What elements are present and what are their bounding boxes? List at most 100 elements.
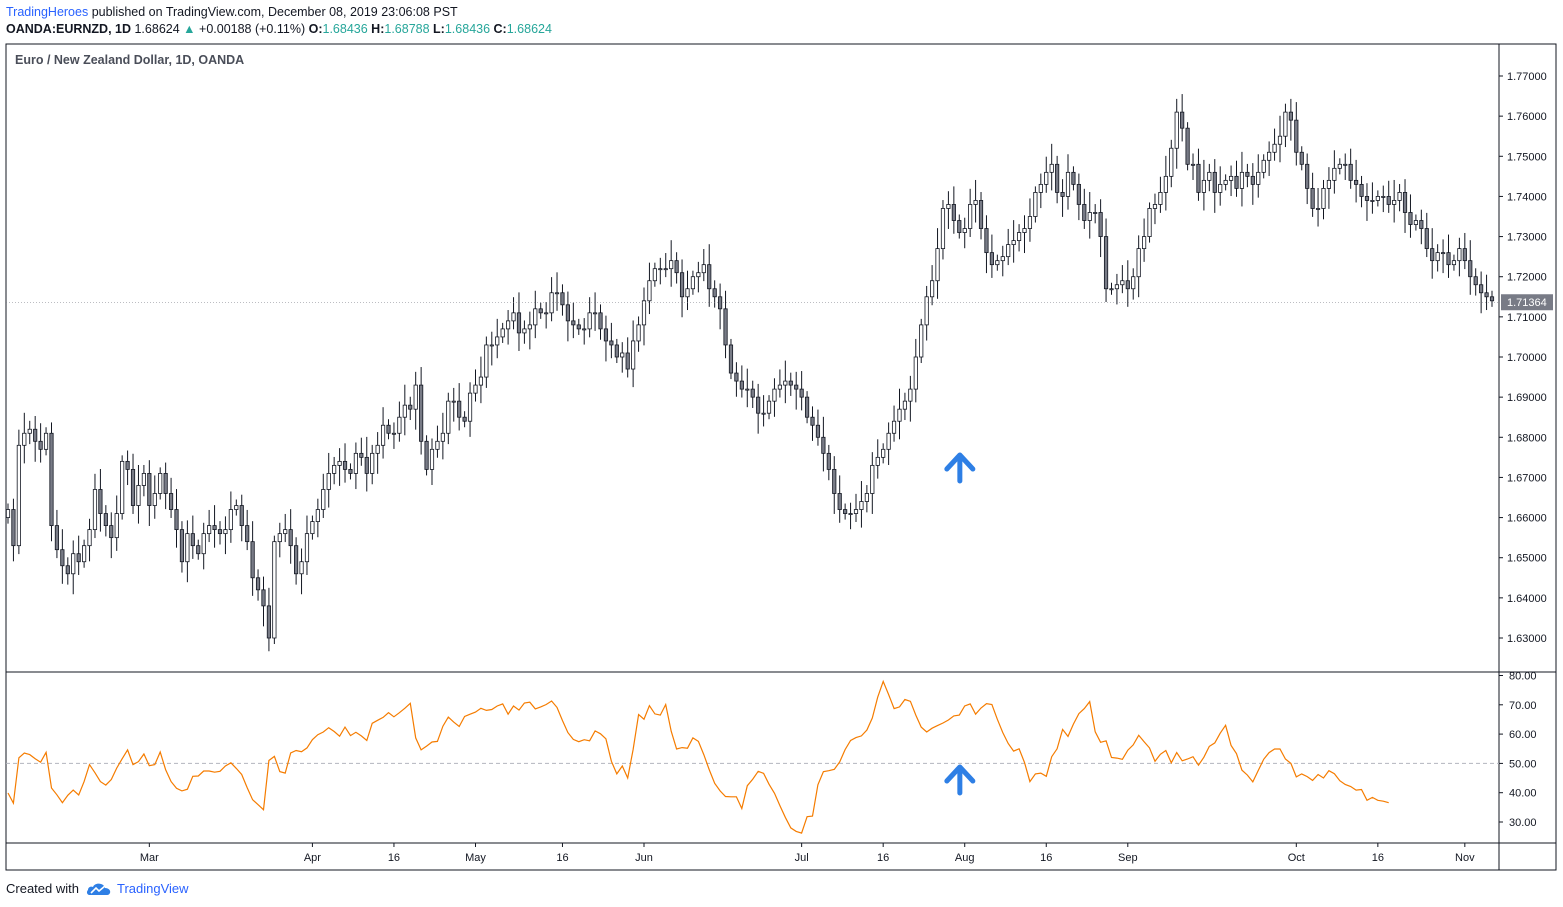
candle-body bbox=[1479, 284, 1484, 294]
candle bbox=[1408, 194, 1413, 238]
last-price: 1.68624 bbox=[134, 22, 180, 36]
candle bbox=[1038, 173, 1043, 209]
oscillator-axis[interactable]: 80.00 70.00 60.00 50.00 40.00 30.00 bbox=[1499, 671, 1537, 830]
candle-body bbox=[843, 509, 848, 514]
candle-body bbox=[881, 448, 886, 458]
candle-body bbox=[685, 288, 690, 298]
candle bbox=[647, 262, 652, 315]
candle bbox=[473, 369, 478, 402]
chart-title: Euro / New Zealand Dollar, 1D, OANDA bbox=[15, 53, 244, 67]
candle bbox=[1294, 102, 1299, 166]
candle-body bbox=[1169, 147, 1174, 177]
candle bbox=[973, 179, 978, 223]
candle bbox=[772, 378, 777, 417]
candle bbox=[364, 436, 369, 492]
candle-body bbox=[163, 473, 168, 494]
time-tick-label: May bbox=[465, 852, 486, 864]
candle bbox=[1109, 282, 1114, 295]
candle-body bbox=[538, 308, 543, 314]
candle-body bbox=[446, 400, 451, 434]
candle bbox=[989, 234, 994, 278]
candle-body bbox=[288, 529, 293, 547]
price-tick-label: 1.66000 bbox=[1507, 513, 1547, 525]
candle bbox=[484, 336, 489, 388]
candle-body bbox=[1218, 183, 1223, 193]
up-arrow-icon bbox=[944, 764, 976, 796]
candle bbox=[435, 425, 440, 458]
candle bbox=[799, 371, 804, 411]
candle-body bbox=[968, 204, 973, 229]
candle bbox=[777, 369, 782, 398]
candle bbox=[1305, 153, 1310, 205]
candle bbox=[103, 505, 108, 537]
candle bbox=[935, 228, 940, 299]
price-tick-label: 1.73000 bbox=[1507, 232, 1547, 244]
time-tick-label: Aug bbox=[955, 852, 975, 864]
open-value: 1.68436 bbox=[322, 22, 368, 36]
candle bbox=[201, 522, 206, 570]
candle bbox=[1016, 224, 1022, 252]
candle-body bbox=[631, 340, 636, 370]
candle-body bbox=[1446, 252, 1451, 266]
candle bbox=[881, 443, 886, 464]
candle bbox=[60, 529, 65, 584]
candle bbox=[1348, 148, 1353, 189]
candle-body bbox=[1310, 187, 1315, 209]
candle-body bbox=[582, 328, 587, 331]
candle-body bbox=[54, 525, 60, 551]
candle-body bbox=[1174, 111, 1179, 149]
candle-body bbox=[310, 521, 315, 535]
candle-body bbox=[71, 553, 76, 575]
candle bbox=[92, 473, 98, 539]
candle bbox=[315, 498, 320, 538]
candle-body bbox=[1288, 111, 1293, 121]
open-label: O: bbox=[308, 22, 323, 36]
candle bbox=[902, 392, 908, 421]
candle bbox=[1343, 153, 1348, 180]
candle bbox=[1114, 273, 1120, 305]
price-axis[interactable]: 1.77000 1.76000 1.75000 1.74000 1.73000 1.720… bbox=[1499, 71, 1547, 645]
candle-body bbox=[728, 344, 734, 374]
candle bbox=[1435, 244, 1440, 272]
candle-body bbox=[1473, 276, 1478, 286]
candle bbox=[734, 362, 739, 397]
candle bbox=[467, 382, 473, 437]
candle-body bbox=[576, 324, 581, 330]
candle bbox=[478, 356, 484, 404]
candle bbox=[337, 448, 342, 486]
candle-body bbox=[342, 460, 348, 470]
candle-body bbox=[1196, 163, 1201, 193]
candle bbox=[65, 557, 70, 585]
candle bbox=[1446, 234, 1451, 278]
candle-body bbox=[33, 428, 38, 442]
tradingview-brand-link[interactable]: TradingView bbox=[117, 881, 189, 896]
last-price-marker: 1.71364 bbox=[6, 294, 1553, 311]
candle bbox=[631, 320, 636, 388]
candle bbox=[429, 438, 435, 486]
candle bbox=[217, 521, 223, 545]
candle-body bbox=[152, 493, 157, 506]
candle-body bbox=[603, 328, 609, 342]
author-link[interactable]: TradingHeroes bbox=[6, 5, 89, 19]
candle-body bbox=[995, 260, 1000, 266]
time-axis[interactable]: Mar Apr 16 May 16 Jun Jul 16 Aug 16 Sep Oct 16 Nov bbox=[140, 843, 1475, 864]
candle bbox=[266, 587, 272, 652]
candle-body bbox=[1299, 151, 1304, 165]
candle bbox=[815, 409, 821, 446]
symbol-label[interactable]: OANDA:EURNZD, 1D bbox=[6, 22, 131, 36]
candle-body bbox=[641, 300, 647, 326]
candle-body bbox=[1370, 200, 1375, 202]
candle bbox=[228, 491, 233, 543]
candle bbox=[1277, 115, 1283, 163]
candle-body bbox=[1332, 167, 1337, 181]
candle bbox=[1022, 215, 1027, 254]
candle-body bbox=[294, 545, 299, 575]
candle-body bbox=[1489, 296, 1495, 302]
candle bbox=[71, 540, 76, 595]
candle bbox=[1451, 254, 1457, 271]
candle bbox=[886, 422, 891, 465]
candle bbox=[1098, 199, 1103, 258]
candle-body bbox=[1147, 208, 1152, 237]
candle bbox=[1419, 209, 1424, 245]
